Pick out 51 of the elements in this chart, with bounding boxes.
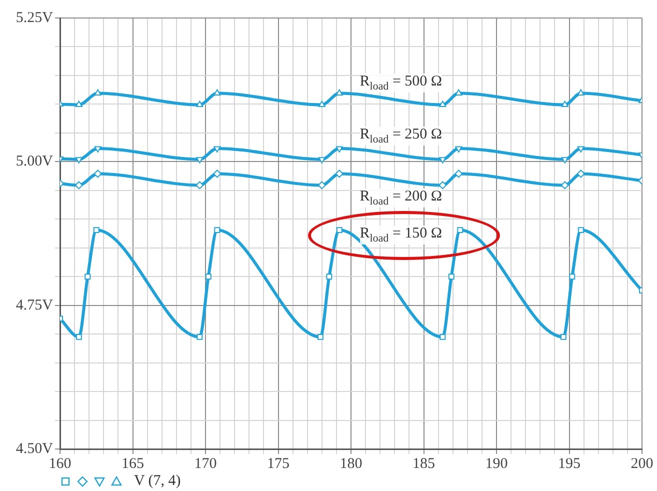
x-tick-label: 160 [48, 456, 72, 472]
point [84, 274, 91, 280]
point [94, 170, 102, 178]
point [196, 100, 204, 108]
point [336, 227, 342, 234]
point [336, 146, 343, 152]
point [214, 227, 220, 234]
x-tick-label: 165 [122, 456, 144, 472]
point [560, 334, 566, 340]
point [457, 227, 464, 234]
point [75, 157, 82, 164]
point [196, 181, 204, 190]
x-tick-label: 195 [558, 456, 580, 472]
series-label: R$_{load}$ = 200 Ω [360, 188, 442, 208]
point [455, 146, 462, 152]
y-tick-label: 4.50V [16, 440, 54, 457]
x-tick-label: 170 [194, 456, 217, 472]
point [448, 274, 454, 280]
point [205, 274, 212, 280]
point [576, 170, 585, 178]
y-tick-label: 4.75V [16, 297, 54, 314]
point [94, 146, 102, 152]
x-tick-label: 190 [485, 456, 508, 472]
point [318, 157, 326, 164]
point [569, 274, 576, 280]
x-tick-label: 180 [340, 456, 362, 472]
point [75, 100, 82, 108]
y-tick-label: 5.00V [16, 154, 54, 170]
series-label: R$_{load}$ = 250 Ω [360, 126, 442, 146]
point [214, 146, 221, 152]
point [318, 100, 326, 108]
x-tick-label: 185 [412, 456, 435, 472]
point [76, 334, 82, 340]
point [326, 274, 332, 280]
point [196, 334, 203, 340]
text: V (7, 4) [134, 473, 181, 490]
point [438, 181, 447, 190]
point [577, 146, 584, 152]
point [335, 170, 344, 178]
point [93, 227, 100, 234]
point [561, 100, 568, 108]
point [578, 227, 584, 234]
point [440, 334, 446, 340]
series-label: R$_{load}$ = 150 Ω [360, 226, 442, 245]
point [317, 334, 324, 340]
y-tick-label: 5.25V [16, 10, 54, 26]
x-tick-label: 200 [630, 456, 654, 472]
series-label: R$_{load}$ = 500 Ω [360, 74, 442, 93]
point [454, 170, 463, 178]
point [439, 100, 446, 108]
x-tick-label: 175 [267, 456, 290, 472]
